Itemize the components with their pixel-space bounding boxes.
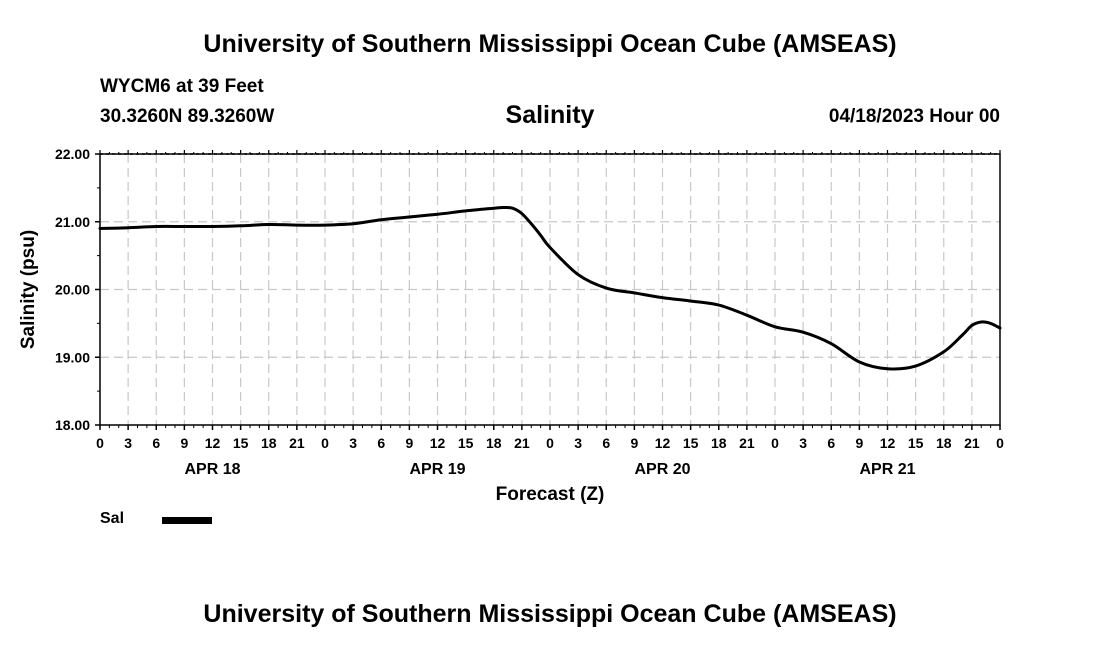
y-tick-label: 20.00 (55, 282, 90, 298)
station-label: WYCM6 at 39 Feet (100, 76, 264, 97)
y-tick-label: 18.00 (55, 417, 90, 433)
x-tick-label: 21 (514, 435, 530, 451)
x-tick-label: 21 (739, 435, 755, 451)
y-axis-title: Salinity (psu) (18, 230, 39, 349)
legend-line-swatch (162, 517, 212, 524)
x-tick-label: 9 (405, 435, 413, 451)
x-tick-label: 9 (180, 435, 188, 451)
salinity-series-line (98, 205, 1002, 371)
x-tick-label: 3 (124, 435, 132, 451)
x-tick-label: 6 (152, 435, 160, 451)
x-tick-label: 15 (683, 435, 699, 451)
x-tick-label: 9 (855, 435, 863, 451)
x-tick-label: 12 (655, 435, 671, 451)
footer-title: University of Southern Mississippi Ocean… (203, 600, 897, 628)
chart-main-title: University of Southern Mississippi Ocean… (203, 30, 897, 58)
y-tick-label: 21.00 (55, 214, 90, 230)
coordinates-label: 30.3260N 89.3260W (100, 106, 275, 127)
x-tick-label: 12 (205, 435, 221, 451)
x-tick-label: 12 (880, 435, 896, 451)
x-day-label: APR 19 (409, 461, 465, 478)
y-tick-label: 19.00 (55, 349, 90, 365)
x-tick-label: 6 (377, 435, 385, 451)
x-tick-label: 18 (486, 435, 502, 451)
x-tick-label: 3 (574, 435, 582, 451)
x-tick-label: 9 (630, 435, 638, 451)
x-day-label: APR 18 (184, 461, 240, 478)
x-tick-label: 21 (289, 435, 305, 451)
x-tick-label: 0 (996, 435, 1004, 451)
x-tick-label: 15 (458, 435, 474, 451)
x-tick-label: 3 (349, 435, 357, 451)
x-tick-label: 0 (321, 435, 329, 451)
x-tick-label: 15 (233, 435, 249, 451)
y-tick-label: 22.00 (55, 146, 90, 162)
x-tick-label: 18 (936, 435, 952, 451)
x-tick-label: 12 (430, 435, 446, 451)
x-axis-title: Forecast (Z) (496, 484, 605, 505)
x-tick-label: 6 (602, 435, 610, 451)
x-tick-label: 3 (799, 435, 807, 451)
forecast-datetime: 04/18/2023 Hour 00 (828, 106, 1000, 127)
x-day-label: APR 20 (634, 461, 690, 478)
x-day-label: APR 21 (859, 461, 915, 478)
x-tick-label: 6 (827, 435, 835, 451)
legend-label: Sal (100, 510, 125, 527)
x-tick-label: 21 (964, 435, 980, 451)
x-tick-label: 0 (771, 435, 779, 451)
x-tick-label: 15 (908, 435, 924, 451)
x-tick-label: 18 (261, 435, 277, 451)
x-tick-label: 0 (546, 435, 554, 451)
x-tick-label: 0 (96, 435, 104, 451)
variable-title: Salinity (505, 101, 595, 129)
x-tick-label: 18 (711, 435, 727, 451)
